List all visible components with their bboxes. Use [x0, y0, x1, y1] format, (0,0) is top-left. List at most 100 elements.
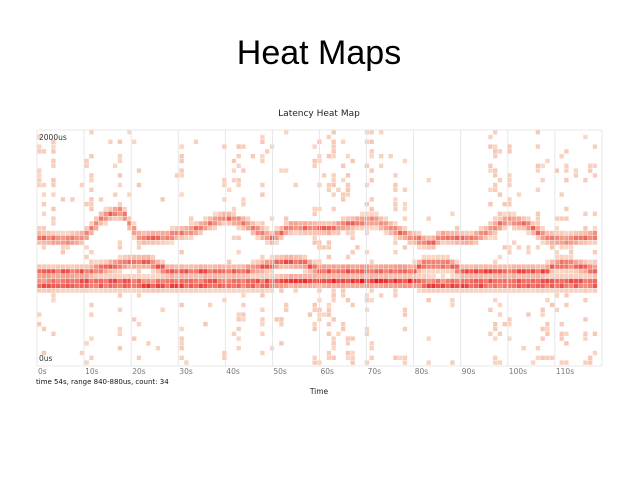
heatmap-cell[interactable] — [431, 269, 436, 274]
heatmap-cell[interactable] — [459, 230, 465, 236]
heatmap-cell[interactable] — [383, 230, 389, 236]
heatmap-cell[interactable] — [583, 278, 588, 284]
heatmap-cell[interactable] — [431, 240, 436, 245]
heatmap-cell[interactable] — [122, 274, 127, 279]
heatmap-cell[interactable] — [231, 235, 237, 240]
heatmap-cell[interactable] — [507, 288, 512, 293]
heatmap-cell[interactable] — [222, 178, 227, 183]
heatmap-cell[interactable] — [497, 302, 503, 308]
heatmap-cell[interactable] — [117, 254, 123, 260]
heatmap-cell[interactable] — [464, 235, 469, 240]
heatmap-cell[interactable] — [312, 240, 317, 245]
heatmap-cell[interactable] — [569, 274, 574, 279]
heatmap-cell[interactable] — [79, 278, 85, 284]
heatmap-cell[interactable] — [516, 226, 522, 231]
heatmap-cell[interactable] — [141, 240, 146, 245]
heatmap-cell[interactable] — [326, 278, 332, 284]
heatmap-cell[interactable] — [236, 264, 241, 269]
heatmap-cell[interactable] — [369, 269, 374, 274]
heatmap-cell[interactable] — [113, 269, 118, 274]
heatmap-cell[interactable] — [478, 283, 484, 288]
heatmap-cell[interactable] — [331, 221, 336, 226]
heatmap-cell[interactable] — [559, 216, 564, 221]
heatmap-cell[interactable] — [554, 250, 560, 255]
heatmap-cell[interactable] — [89, 269, 94, 274]
heatmap-cell[interactable] — [431, 274, 436, 279]
heatmap-cell[interactable] — [521, 226, 526, 231]
heatmap-cell[interactable] — [345, 221, 351, 226]
heatmap-cell[interactable] — [37, 264, 42, 269]
heatmap-cell[interactable] — [41, 283, 47, 288]
heatmap-cell[interactable] — [255, 221, 260, 226]
heatmap-cell[interactable] — [84, 288, 89, 293]
heatmap-cell[interactable] — [141, 230, 146, 236]
heatmap-cell[interactable] — [535, 269, 541, 274]
heatmap-cell[interactable] — [236, 336, 241, 341]
heatmap-cell[interactable] — [493, 130, 498, 135]
heatmap-cell[interactable] — [583, 178, 588, 183]
heatmap-cell[interactable] — [488, 274, 493, 279]
heatmap-cell[interactable] — [284, 278, 289, 284]
heatmap-cell[interactable] — [545, 278, 550, 284]
heatmap-cell[interactable] — [307, 264, 313, 269]
heatmap-cell[interactable] — [478, 269, 484, 274]
heatmap-cell[interactable] — [345, 283, 351, 288]
heatmap-cell[interactable] — [535, 144, 541, 149]
heatmap-cell[interactable] — [146, 283, 151, 288]
heatmap-cell[interactable] — [554, 230, 560, 236]
heatmap-cell[interactable] — [398, 269, 403, 274]
heatmap-cell[interactable] — [578, 264, 583, 269]
heatmap-cell[interactable] — [212, 264, 218, 269]
heatmap-cell[interactable] — [502, 269, 507, 274]
heatmap-cell[interactable] — [41, 350, 47, 356]
heatmap-cell[interactable] — [550, 235, 555, 240]
heatmap-cell[interactable] — [141, 264, 146, 269]
heatmap-cell[interactable] — [326, 254, 332, 260]
heatmap-cell[interactable] — [98, 269, 104, 274]
heatmap-cell[interactable] — [341, 264, 346, 269]
heatmap-cell[interactable] — [331, 192, 336, 197]
heatmap-cell[interactable] — [592, 211, 598, 216]
heatmap-cell[interactable] — [355, 245, 360, 250]
heatmap-cell[interactable] — [288, 283, 294, 288]
heatmap-cell[interactable] — [383, 269, 389, 274]
heatmap-cell[interactable] — [493, 274, 498, 279]
heatmap-cell[interactable] — [374, 226, 379, 231]
heatmap-cell[interactable] — [269, 230, 275, 236]
heatmap-cell[interactable] — [417, 245, 422, 250]
heatmap-cell[interactable] — [493, 154, 498, 159]
heatmap-cell[interactable] — [132, 259, 137, 264]
heatmap-cell[interactable] — [474, 278, 479, 284]
heatmap-cell[interactable] — [535, 264, 541, 269]
heatmap-cell[interactable] — [279, 254, 284, 260]
heatmap-cell[interactable] — [231, 206, 237, 212]
heatmap-cell[interactable] — [293, 226, 298, 231]
heatmap-cell[interactable] — [488, 283, 493, 288]
heatmap-cell[interactable] — [284, 230, 289, 236]
heatmap-cell[interactable] — [117, 154, 123, 159]
heatmap-cell[interactable] — [307, 278, 313, 284]
heatmap-cell[interactable] — [398, 264, 403, 269]
heatmap-cell[interactable] — [455, 283, 460, 288]
heatmap-cell[interactable] — [369, 298, 374, 303]
heatmap-cell[interactable] — [279, 264, 284, 269]
heatmap-cell[interactable] — [369, 178, 374, 183]
heatmap-cell[interactable] — [222, 350, 227, 356]
heatmap-cell[interactable] — [60, 264, 66, 269]
heatmap-cell[interactable] — [554, 274, 560, 279]
heatmap-cell[interactable] — [203, 278, 208, 284]
heatmap-cell[interactable] — [431, 254, 436, 260]
heatmap-cell[interactable] — [236, 278, 241, 284]
heatmap-cell[interactable] — [493, 187, 498, 192]
heatmap-cell[interactable] — [246, 264, 251, 269]
heatmap-cell[interactable] — [269, 288, 275, 293]
heatmap-cell[interactable] — [217, 264, 222, 269]
heatmap-cell[interactable] — [507, 173, 512, 178]
heatmap-cell[interactable] — [79, 283, 85, 288]
heatmap-cell[interactable] — [345, 298, 351, 303]
heatmap-cell[interactable] — [379, 130, 384, 135]
heatmap-cell[interactable] — [474, 264, 479, 269]
heatmap-cell[interactable] — [298, 274, 303, 279]
heatmap-cell[interactable] — [455, 259, 460, 264]
heatmap-cell[interactable] — [165, 274, 170, 279]
